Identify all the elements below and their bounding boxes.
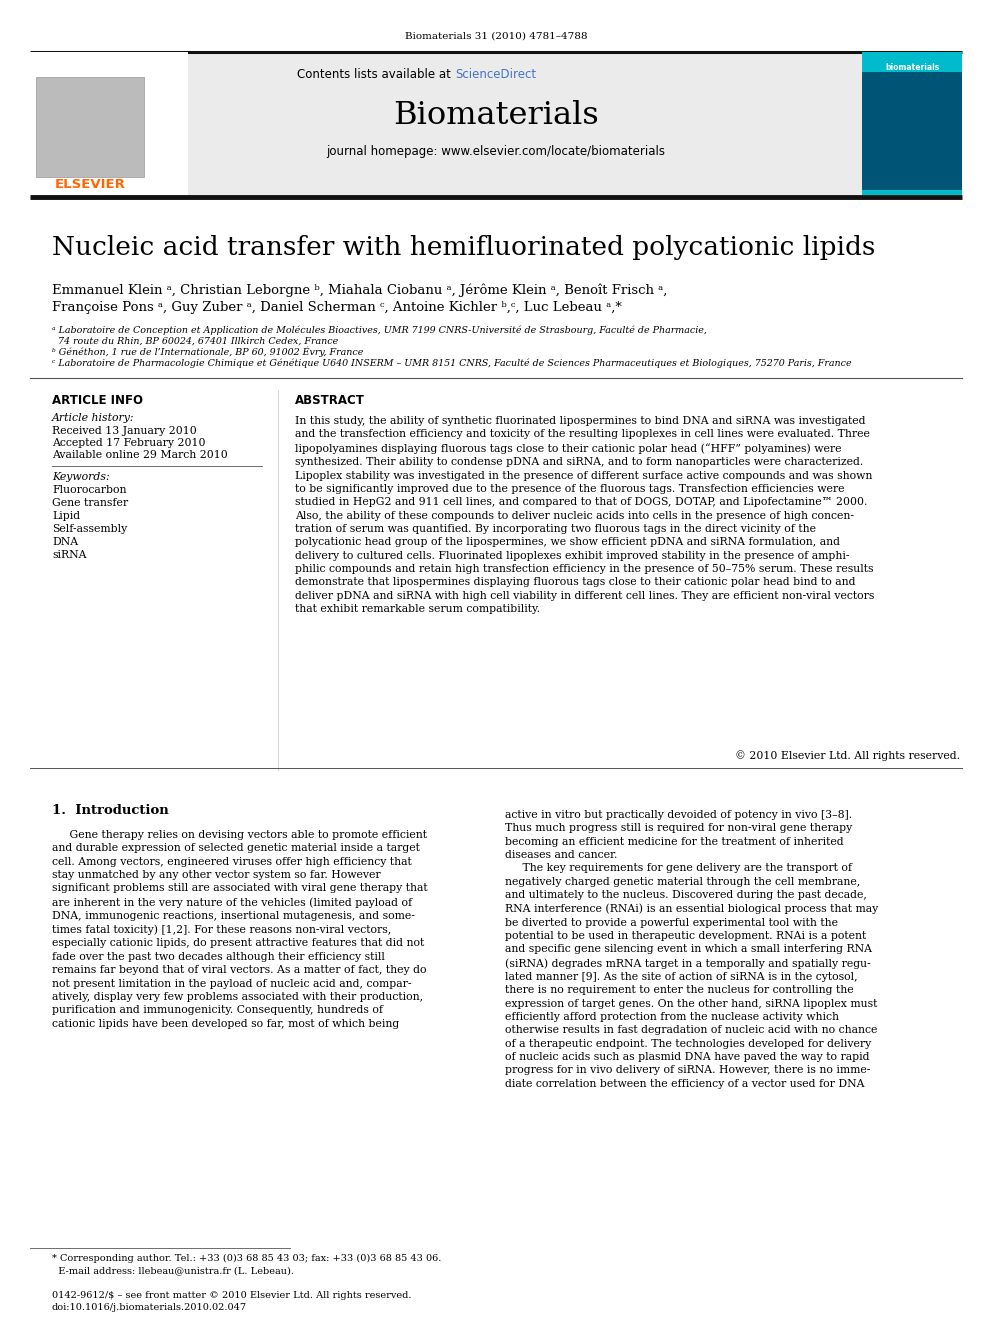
Text: Contents lists available at: Contents lists available at	[298, 67, 455, 81]
Text: ELSEVIER: ELSEVIER	[55, 179, 125, 192]
Text: © 2010 Elsevier Ltd. All rights reserved.: © 2010 Elsevier Ltd. All rights reserved…	[735, 750, 960, 762]
Text: Available online 29 March 2010: Available online 29 March 2010	[52, 450, 228, 460]
Text: Biomaterials: Biomaterials	[393, 99, 599, 131]
Text: ABSTRACT: ABSTRACT	[295, 393, 365, 406]
Text: Gene therapy relies on devising vectors able to promote efficient
and durable ex: Gene therapy relies on devising vectors …	[52, 830, 428, 1029]
Text: Gene transfer: Gene transfer	[52, 497, 128, 508]
Text: DNA: DNA	[52, 537, 78, 546]
Text: ARTICLE INFO: ARTICLE INFO	[52, 393, 143, 406]
Text: * Corresponding author. Tel.: +33 (0)3 68 85 43 03; fax: +33 (0)3 68 85 43 06.: * Corresponding author. Tel.: +33 (0)3 6…	[52, 1253, 441, 1262]
Bar	[30, 52, 962, 194]
Text: Accepted 17 February 2010: Accepted 17 February 2010	[52, 438, 205, 448]
Text: siRNA: siRNA	[52, 550, 86, 560]
Text: Received 13 January 2010: Received 13 January 2010	[52, 426, 196, 437]
Text: Nucleic acid transfer with hemifluorinated polycationic lipids: Nucleic acid transfer with hemifluorinat…	[52, 235, 875, 261]
Bar	[36, 77, 144, 177]
Text: 1.  Introduction: 1. Introduction	[52, 803, 169, 816]
Text: ᵃ Laboratoire de Conception et Application de Molécules Bioactives, UMR 7199 CNR: ᵃ Laboratoire de Conception et Applicati…	[52, 325, 707, 335]
Text: ScienceDirect: ScienceDirect	[455, 67, 536, 81]
Text: Article history:: Article history:	[52, 413, 135, 423]
Text: Self-assembly: Self-assembly	[52, 524, 127, 534]
Text: 74 route du Rhin, BP 60024, 67401 Illkirch Cedex, France: 74 route du Rhin, BP 60024, 67401 Illkir…	[52, 336, 338, 345]
Text: doi:10.1016/j.biomaterials.2010.02.047: doi:10.1016/j.biomaterials.2010.02.047	[52, 1303, 247, 1312]
Text: active in vitro but practically devoided of potency in vivo [3–8].
Thus much pro: active in vitro but practically devoided…	[505, 810, 878, 1089]
Text: Emmanuel Klein ᵃ, Christian Leborgne ᵇ, Miahala Ciobanu ᵃ, Jérôme Klein ᵃ, Benoî: Emmanuel Klein ᵃ, Christian Leborgne ᵇ, …	[52, 283, 668, 296]
Text: E-mail address: llebeau@unistra.fr (L. Lebeau).: E-mail address: llebeau@unistra.fr (L. L…	[52, 1266, 294, 1275]
Text: Françoise Pons ᵃ, Guy Zuber ᵃ, Daniel Scherman ᶜ, Antoine Kichler ᵇ,ᶜ, Luc Lebea: Françoise Pons ᵃ, Guy Zuber ᵃ, Daniel Sc…	[52, 302, 622, 315]
Text: Fluorocarbon: Fluorocarbon	[52, 486, 127, 495]
Text: journal homepage: www.elsevier.com/locate/biomaterials: journal homepage: www.elsevier.com/locat…	[326, 146, 666, 159]
Text: 0142-9612/$ – see front matter © 2010 Elsevier Ltd. All rights reserved.: 0142-9612/$ – see front matter © 2010 El…	[52, 1290, 412, 1299]
Text: Lipid: Lipid	[52, 511, 80, 521]
Text: ᶜ Laboratoire de Pharmacologie Chimique et Génétique U640 INSERM – UMR 8151 CNRS: ᶜ Laboratoire de Pharmacologie Chimique …	[52, 359, 851, 368]
Text: Biomaterials 31 (2010) 4781–4788: Biomaterials 31 (2010) 4781–4788	[405, 32, 587, 41]
Text: Keywords:: Keywords:	[52, 472, 110, 482]
Bar	[30, 52, 188, 194]
Bar	[862, 52, 962, 194]
Text: biomaterials: biomaterials	[885, 62, 939, 71]
Text: In this study, the ability of synthetic fluorinated lipospermines to bind DNA an: In this study, the ability of synthetic …	[295, 415, 874, 614]
Text: ᵇ Généthon, 1 rue de l’Internationale, BP 60, 91002 Évry, France: ᵇ Généthon, 1 rue de l’Internationale, B…	[52, 347, 363, 357]
Bar	[862, 71, 962, 191]
Bar	[862, 54, 962, 71]
